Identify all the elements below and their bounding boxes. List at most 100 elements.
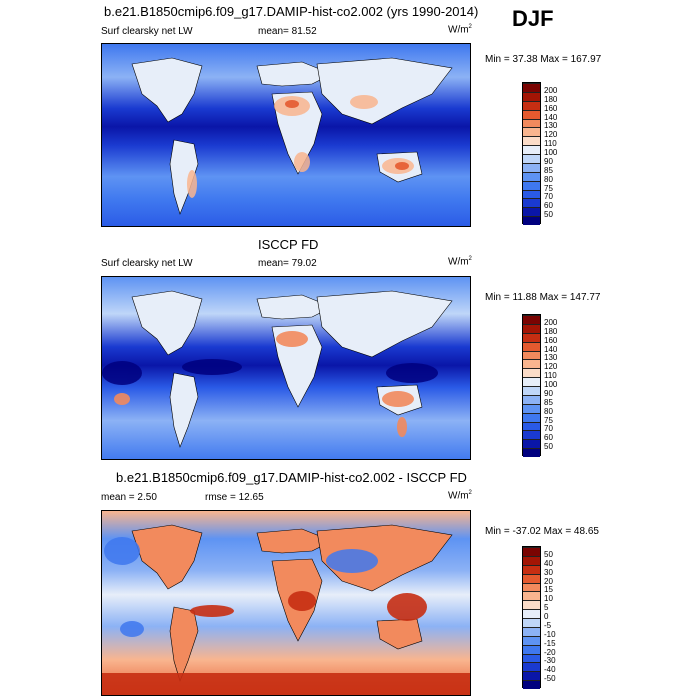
colorbar-swatch [523, 189, 540, 199]
colorbar-tick-label: 100 [544, 148, 558, 157]
colorbar-swatch [523, 332, 540, 342]
colorbar-swatch [523, 591, 540, 601]
colorbar-swatch [523, 439, 540, 449]
panel2-variable-label: Surf clearsky net LW [101, 258, 193, 269]
colorbar-swatch [523, 555, 540, 565]
colorbar-tick-label: -5 [544, 620, 552, 630]
colorbar-tick-label: 10 [544, 594, 553, 604]
panel2-minmax: Min = 11.88 Max = 147.77 [485, 292, 601, 303]
panel2-map [101, 276, 471, 460]
colorbar-tick-label: -15 [544, 638, 556, 648]
panel2-map-field [102, 277, 470, 459]
colorbar-swatch [523, 547, 540, 556]
colorbar-tick-label: 200 [544, 317, 558, 327]
panel2-title: ISCCP FD [258, 237, 319, 252]
panel3-map [101, 510, 471, 696]
colorbar-tick-label: 110 [544, 139, 557, 149]
colorbar-swatch [523, 368, 540, 378]
colorbar-swatch [523, 100, 540, 110]
colorbar-tick-label: -50 [544, 674, 556, 684]
colorbar-tick-label: 200 [544, 85, 558, 95]
panel3-mean-label: mean = 2.50 [101, 492, 157, 503]
colorbar-tick-label: 120 [544, 130, 558, 140]
colorbar-tick-label: 90 [544, 156, 553, 166]
colorbar-swatch [523, 323, 540, 333]
colorbar-swatch [523, 341, 540, 351]
colorbar-tick-label: 75 [544, 183, 553, 193]
colorbar-tick-label: 120 [544, 362, 558, 372]
colorbar-swatch [523, 582, 540, 592]
colorbar-swatch [523, 154, 540, 163]
panel1-units: W/m2 [448, 24, 472, 36]
colorbar-swatch [523, 600, 540, 610]
colorbar-swatch [523, 91, 540, 101]
panel1-colorbar [522, 82, 541, 225]
colorbar-swatch [523, 671, 540, 681]
colorbar-tick-label: 140 [544, 344, 558, 354]
colorbar-swatch [523, 412, 540, 422]
panel3-rmse-label: rmse = 12.65 [205, 492, 264, 503]
colorbar-swatch [523, 377, 540, 386]
panel1-variable-label: Surf clearsky net LW [101, 26, 193, 37]
colorbar-tick-label: 180 [544, 94, 558, 104]
colorbar-swatch [523, 421, 540, 431]
season-label: DJF [512, 6, 554, 31]
colorbar-swatch [523, 609, 540, 618]
colorbar-tick-label: -20 [544, 647, 556, 657]
colorbar-swatch [523, 430, 540, 440]
colorbar-swatch [523, 315, 540, 324]
colorbar-tick-label: 50 [544, 549, 553, 559]
colorbar-tick-label: 90 [544, 388, 553, 398]
colorbar-tick-label: 85 [544, 165, 553, 175]
colorbar-swatch [523, 394, 540, 404]
colorbar-swatch [523, 109, 540, 119]
colorbar-tick-label: 110 [544, 371, 557, 381]
colorbar-tick-label: -10 [544, 629, 556, 639]
colorbar-swatch [523, 207, 540, 217]
colorbar-swatch [523, 136, 540, 146]
colorbar-tick-label: -40 [544, 665, 556, 675]
colorbar-tick-label: 60 [544, 201, 553, 211]
colorbar-swatch [523, 180, 540, 190]
colorbar-tick-label: -30 [544, 656, 556, 666]
panel3-minmax: Min = -37.02 Max = 48.65 [485, 526, 599, 537]
panel2-colorbar [522, 314, 541, 457]
colorbar-tick-label: 40 [544, 558, 553, 568]
colorbar-swatch [523, 573, 540, 583]
colorbar-tick-label: 50 [544, 442, 553, 452]
colorbar-swatch [523, 653, 540, 663]
colorbar-swatch [523, 662, 540, 672]
colorbar-tick-label: 80 [544, 406, 553, 416]
panel3-title: b.e21.B1850cmip6.f09_g17.DAMIP-hist-co2.… [116, 470, 467, 485]
colorbar-tick-label: 180 [544, 326, 558, 336]
colorbar-swatch [523, 644, 540, 654]
colorbar-tick-label: 75 [544, 415, 553, 425]
colorbar-swatch [523, 145, 540, 154]
panel3-map-field [102, 511, 470, 695]
colorbar-swatch [523, 564, 540, 574]
colorbar-tick-label: 60 [544, 433, 553, 443]
colorbar-tick-label: 160 [544, 335, 558, 345]
panel3-units: W/m2 [448, 490, 472, 502]
colorbar-swatch [523, 216, 540, 225]
colorbar-swatch [523, 162, 540, 172]
colorbar-tick-label: 5 [544, 603, 549, 613]
colorbar-swatch [523, 448, 540, 457]
panel1-map [101, 43, 471, 227]
panel2-mean-label: mean= 79.02 [258, 258, 317, 269]
colorbar-tick-label: 80 [544, 174, 553, 184]
colorbar-tick-label: 70 [544, 424, 553, 434]
colorbar-swatch [523, 198, 540, 208]
colorbar-swatch [523, 359, 540, 369]
panel2-units: W/m2 [448, 256, 472, 268]
colorbar-swatch [523, 118, 540, 128]
colorbar-swatch [523, 618, 540, 627]
colorbar-swatch [523, 403, 540, 413]
colorbar-swatch [523, 386, 540, 395]
colorbar-tick-label: 20 [544, 576, 553, 586]
colorbar-tick-label: 15 [544, 585, 553, 595]
colorbar-tick-label: 160 [544, 103, 558, 113]
colorbar-tick-label: 140 [544, 112, 558, 122]
colorbar-swatch [523, 635, 540, 645]
colorbar-tick-label: 130 [544, 121, 558, 131]
